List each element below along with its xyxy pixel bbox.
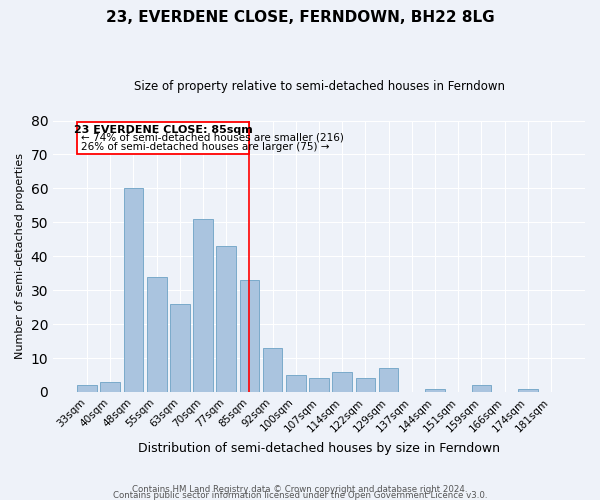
FancyBboxPatch shape <box>77 122 250 154</box>
Bar <box>286 375 305 392</box>
Bar <box>472 385 491 392</box>
Text: 26% of semi-detached houses are larger (75) →: 26% of semi-detached houses are larger (… <box>81 142 330 152</box>
Bar <box>170 304 190 392</box>
Title: Size of property relative to semi-detached houses in Ferndown: Size of property relative to semi-detach… <box>134 80 505 93</box>
Text: 23 EVERDENE CLOSE: 85sqm: 23 EVERDENE CLOSE: 85sqm <box>74 124 253 134</box>
Bar <box>425 388 445 392</box>
Bar <box>100 382 120 392</box>
Bar <box>217 246 236 392</box>
X-axis label: Distribution of semi-detached houses by size in Ferndown: Distribution of semi-detached houses by … <box>138 442 500 455</box>
Text: 23, EVERDENE CLOSE, FERNDOWN, BH22 8LG: 23, EVERDENE CLOSE, FERNDOWN, BH22 8LG <box>106 10 494 25</box>
Text: Contains HM Land Registry data © Crown copyright and database right 2024.: Contains HM Land Registry data © Crown c… <box>132 484 468 494</box>
Bar <box>77 385 97 392</box>
Bar <box>379 368 398 392</box>
Bar <box>518 388 538 392</box>
Bar <box>356 378 375 392</box>
Bar <box>263 348 283 392</box>
Bar <box>239 280 259 392</box>
Bar <box>147 276 167 392</box>
Text: Contains public sector information licensed under the Open Government Licence v3: Contains public sector information licen… <box>113 490 487 500</box>
Bar <box>309 378 329 392</box>
Bar <box>332 372 352 392</box>
Bar <box>193 219 213 392</box>
Bar <box>124 188 143 392</box>
Text: ← 74% of semi-detached houses are smaller (216): ← 74% of semi-detached houses are smalle… <box>81 132 344 142</box>
Y-axis label: Number of semi-detached properties: Number of semi-detached properties <box>15 154 25 360</box>
